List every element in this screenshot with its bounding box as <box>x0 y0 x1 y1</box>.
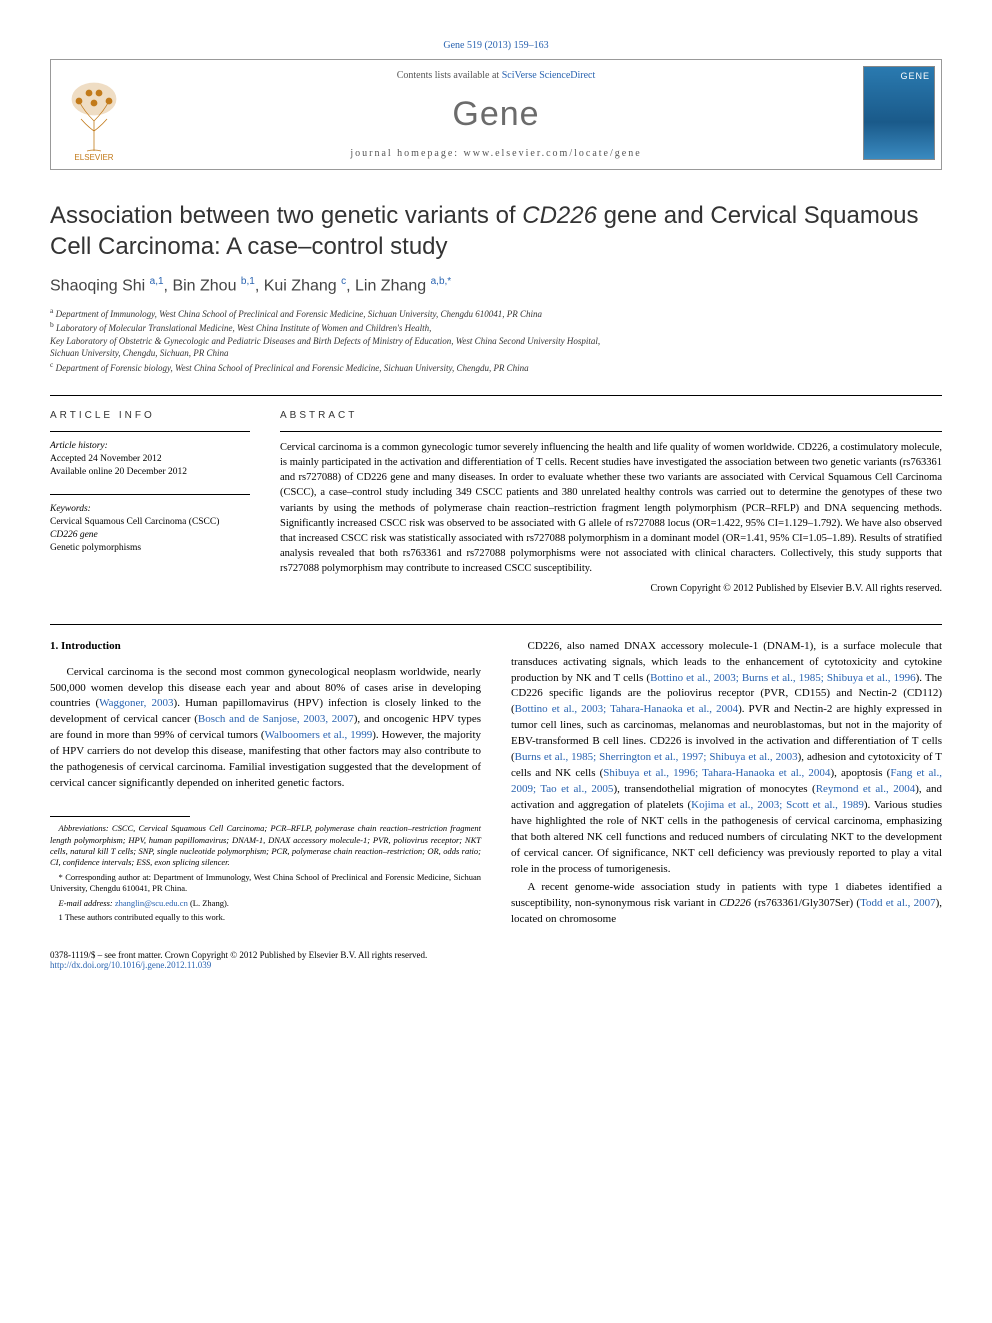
history-label: Article history: <box>50 440 250 453</box>
accepted-date: Accepted 24 November 2012 <box>50 453 250 466</box>
keyword-2-text: CD226 gene <box>50 530 98 540</box>
cover-label: GENE <box>900 71 930 81</box>
corresponding-email[interactable]: zhanglin@scu.edu.cn <box>115 898 188 908</box>
affiliation-line: Key Laboratory of Obstetric & Gynecologi… <box>50 335 942 348</box>
abstract-text: Cervical carcinoma is a common gynecolog… <box>280 440 942 577</box>
affiliation-line: Sichuan University, Chengdu, Sichuan, PR… <box>50 347 942 360</box>
affiliation-line: b Laboratory of Molecular Translational … <box>50 320 942 335</box>
rule-info-2 <box>50 494 250 495</box>
body-two-columns: 1. Introduction Cervical carcinoma is th… <box>50 639 942 930</box>
email-footnote: E-mail address: zhanglin@scu.edu.cn (L. … <box>50 898 481 909</box>
journal-homepage: journal homepage: www.elsevier.com/locat… <box>141 148 851 159</box>
publisher-logo-cell: ELSEVIER <box>51 60 141 169</box>
masthead: ELSEVIER Contents lists available at Sci… <box>50 59 942 170</box>
running-head: Gene 519 (2013) 159–163 <box>50 40 942 51</box>
journal-cover-thumb: GENE <box>863 66 935 160</box>
keywords-block: Keywords: Cervical Squamous Cell Carcino… <box>50 503 250 556</box>
intro-paragraph-2: CD226, also named DNAX accessory molecul… <box>511 639 942 878</box>
keyword-1: Cervical Squamous Cell Carcinoma (CSCC) <box>50 516 250 529</box>
title-italic-gene: CD226 <box>522 202 597 229</box>
corresponding-author-footnote: * Corresponding author at: Department of… <box>50 872 481 895</box>
email-suffix: (L. Zhang). <box>188 898 229 908</box>
contents-available-line: Contents lists available at SciVerse Sci… <box>141 70 851 81</box>
abstract-heading: ABSTRACT <box>280 410 942 421</box>
article-history-block: Article history: Accepted 24 November 20… <box>50 440 250 480</box>
rule-abstract <box>280 431 942 432</box>
intro-paragraph-3: A recent genome-wide association study i… <box>511 880 942 928</box>
equal-contribution-footnote: 1 These authors contributed equally to t… <box>50 912 481 923</box>
journal-name: Gene <box>141 95 851 134</box>
rule-info-1 <box>50 431 250 432</box>
online-date: Available online 20 December 2012 <box>50 466 250 479</box>
abstract-copyright: Crown Copyright © 2012 Published by Else… <box>280 583 942 594</box>
title-pre: Association between two genetic variants… <box>50 202 522 229</box>
keyword-2: CD226 gene <box>50 529 250 542</box>
front-matter-line: 0378-1119/$ – see front matter. Crown Co… <box>50 950 427 960</box>
email-label: E-mail address: <box>59 898 115 908</box>
article-title: Association between two genetic variants… <box>50 200 942 262</box>
keyword-3: Genetic polymorphisms <box>50 542 250 555</box>
article-info-heading: ARTICLE INFO <box>50 410 250 421</box>
author-list: Shaoqing Shi a,1, Bin Zhou b,1, Kui Zhan… <box>50 276 942 295</box>
sciencedirect-link[interactable]: SciVerse ScienceDirect <box>502 70 596 81</box>
rule-above-info <box>50 395 942 396</box>
info-abstract-row: ARTICLE INFO Article history: Accepted 2… <box>50 410 942 594</box>
keywords-label: Keywords: <box>50 503 250 516</box>
affiliation-line: a Department of Immunology, West China S… <box>50 306 942 321</box>
svg-text:ELSEVIER: ELSEVIER <box>74 153 113 161</box>
cover-thumb-cell: GENE <box>851 60 941 169</box>
contents-prefix: Contents lists available at <box>397 70 502 81</box>
footer-left: 0378-1119/$ – see front matter. Crown Co… <box>50 950 427 970</box>
elsevier-tree-logo: ELSEVIER <box>59 81 129 161</box>
masthead-center: Contents lists available at SciVerse Sci… <box>141 60 851 169</box>
section-1-heading: 1. Introduction <box>50 639 481 655</box>
doi-link[interactable]: http://dx.doi.org/10.1016/j.gene.2012.11… <box>50 960 427 970</box>
abstract-column: ABSTRACT Cervical carcinoma is a common … <box>280 410 942 594</box>
page-footer: 0378-1119/$ – see front matter. Crown Co… <box>50 950 942 970</box>
footnote-separator <box>50 816 190 817</box>
article-info-column: ARTICLE INFO Article history: Accepted 2… <box>50 410 250 594</box>
abbrev-text: Abbreviations: CSCC, Cervical Squamous C… <box>50 823 481 867</box>
footnotes: Abbreviations: CSCC, Cervical Squamous C… <box>50 823 481 924</box>
rule-below-abstract <box>50 624 942 625</box>
abbreviations-footnote: Abbreviations: CSCC, Cervical Squamous C… <box>50 823 481 869</box>
affiliations: a Department of Immunology, West China S… <box>50 306 942 375</box>
affiliation-line: c Department of Forensic biology, West C… <box>50 360 942 375</box>
page: Gene 519 (2013) 159–163 ELSEVIER Content… <box>0 0 992 1010</box>
intro-paragraph-1: Cervical carcinoma is the second most co… <box>50 665 481 793</box>
